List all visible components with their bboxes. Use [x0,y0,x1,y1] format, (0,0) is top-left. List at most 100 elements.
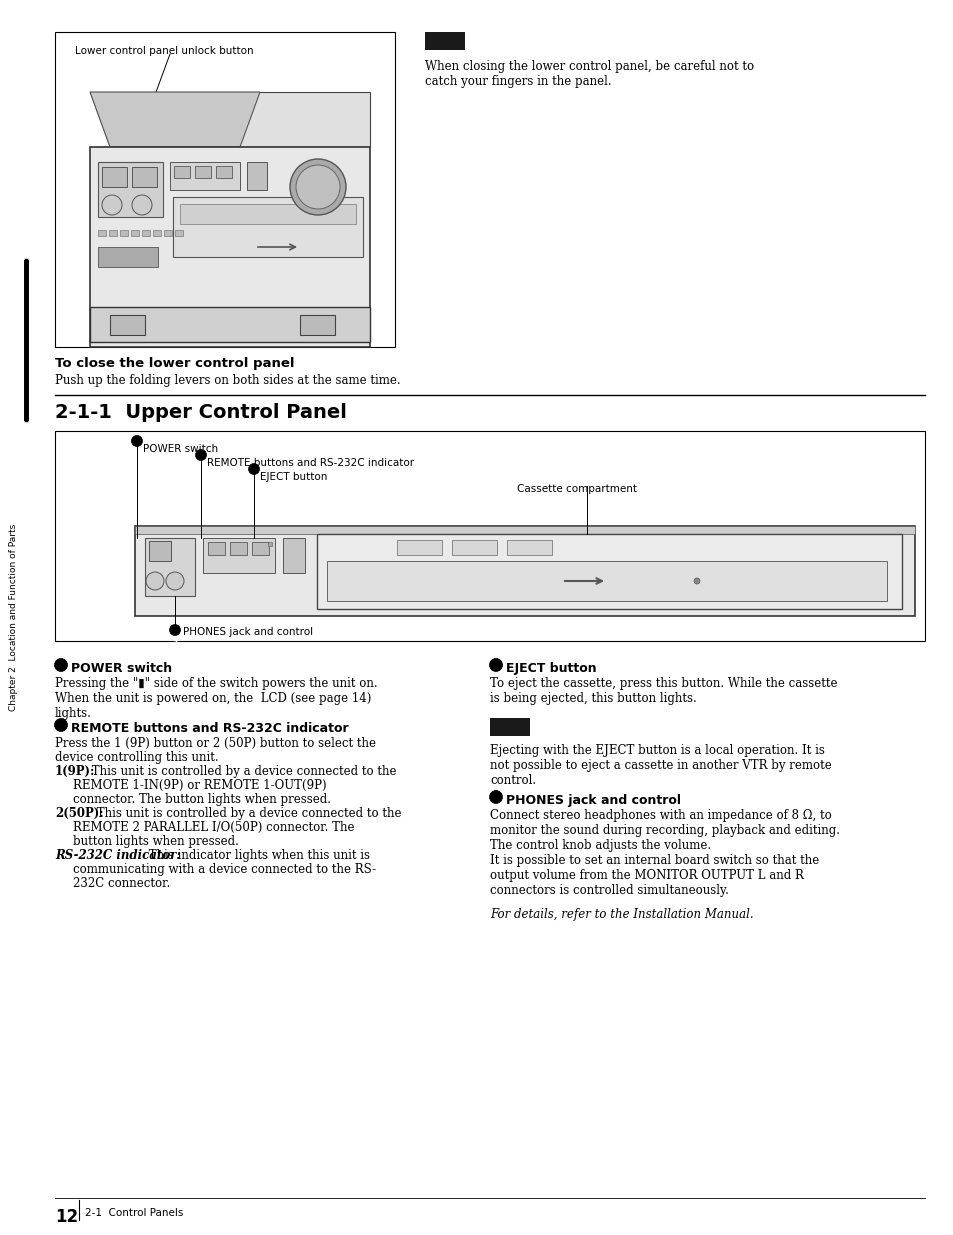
Bar [194,165,211,178]
Text: 2-1  Control Panels: 2-1 Control Panels [85,1208,183,1218]
Bar [90,147,370,347]
Text: REMOTE 2 PARALLEL I/O(50P) connector. The: REMOTE 2 PARALLEL I/O(50P) connector. Th… [73,821,355,834]
Text: This indicator lights when this unit is: This indicator lights when this unit is [145,848,370,862]
Text: REMOTE buttons and RS-232C indicator: REMOTE buttons and RS-232C indicator [71,722,348,735]
Bar [110,315,145,335]
Text: 2: 2 [198,450,203,459]
Text: button lights when pressed.: button lights when pressed. [73,835,238,848]
Bar [0,0,30,1235]
Bar [120,230,128,236]
Bar [55,32,395,347]
Bar [268,542,272,546]
Polygon shape [90,91,260,147]
Bar [135,526,914,616]
Text: For details, refer to the Installation Manual.: For details, refer to the Installation M… [490,908,753,921]
Text: Pressing the "▮" side of the switch powers the unit on.
When the unit is powered: Pressing the "▮" side of the switch powe… [55,677,377,720]
Text: Cassette compartment: Cassette compartment [517,484,637,494]
Circle shape [166,572,184,590]
Bar [506,540,552,555]
Text: POWER switch: POWER switch [143,445,218,454]
Text: Ejecting with the EJECT button is a local operation. It is
not possible to eject: Ejecting with the EJECT button is a loca… [490,743,831,787]
Text: To close the lower control panel: To close the lower control panel [55,357,294,370]
Circle shape [146,572,164,590]
Bar [299,315,335,335]
Bar [109,230,117,236]
Text: 3: 3 [251,464,256,473]
Text: Note: Note [494,721,523,731]
Bar [452,540,497,555]
Text: 2(50P):: 2(50P): [55,806,104,820]
Text: Connect stereo headphones with an impedance of 8 Ω, to
monitor the sound during : Connect stereo headphones with an impeda… [490,809,840,897]
Bar [135,526,914,534]
Bar [180,204,355,224]
Text: This unit is controlled by a device connected to the: This unit is controlled by a device conn… [88,764,396,778]
Bar [215,165,232,178]
Bar [490,718,530,736]
Text: 1: 1 [134,436,139,445]
Text: PHONES jack and control: PHONES jack and control [505,794,680,806]
Circle shape [54,719,68,731]
Circle shape [102,195,122,215]
Bar [252,542,269,555]
Text: EJECT button: EJECT button [260,472,327,482]
Bar [247,162,267,190]
Text: 1: 1 [58,671,64,679]
Bar [98,162,163,217]
Text: Note: Note [429,35,458,44]
Circle shape [295,165,339,209]
Polygon shape [90,91,370,147]
Text: 4: 4 [493,802,498,811]
Text: PHONES jack and control: PHONES jack and control [183,627,313,637]
Text: 2-1-1  Upper Control Panel: 2-1-1 Upper Control Panel [55,403,347,422]
Bar [98,230,106,236]
Bar [172,198,363,257]
Bar [173,165,190,178]
Bar [396,540,441,555]
Bar [164,230,172,236]
Bar [208,542,225,555]
Bar [316,534,901,609]
Bar [152,230,161,236]
Circle shape [489,790,502,804]
Bar [170,162,240,190]
Bar [142,230,150,236]
Bar [90,308,370,342]
Text: Press the 1 (9P) button or 2 (50P) button to select the: Press the 1 (9P) button or 2 (50P) butto… [55,737,375,750]
Circle shape [132,436,142,447]
Circle shape [132,195,152,215]
Text: Chapter 2  Location and Function of Parts: Chapter 2 Location and Function of Parts [10,524,18,710]
Text: POWER switch: POWER switch [71,662,172,676]
Bar [424,32,464,49]
Text: device controlling this unit.: device controlling this unit. [55,751,218,764]
Bar [230,542,247,555]
Bar [327,561,886,601]
Bar [145,538,194,597]
Text: Push up the folding levers on both sides at the same time.: Push up the folding levers on both sides… [55,374,400,387]
Bar [98,247,158,267]
Text: 4: 4 [172,635,177,643]
Text: 12: 12 [55,1208,78,1226]
Text: When closing the lower control panel, be careful not to
catch your fingers in th: When closing the lower control panel, be… [424,61,753,88]
Circle shape [248,463,259,474]
Bar [203,538,274,573]
Bar [55,431,924,641]
Circle shape [693,578,700,584]
Circle shape [54,658,68,672]
Text: To eject the cassette, press this button. While the cassette
is being ejected, t: To eject the cassette, press this button… [490,677,837,705]
Text: REMOTE buttons and RS-232C indicator: REMOTE buttons and RS-232C indicator [207,458,414,468]
Text: connector. The button lights when pressed.: connector. The button lights when presse… [73,793,331,806]
Bar [283,538,305,573]
Text: RS-232C indicator:: RS-232C indicator: [55,848,180,862]
Circle shape [170,625,180,636]
Text: EJECT button: EJECT button [505,662,596,676]
Text: This unit is controlled by a device connected to the: This unit is controlled by a device conn… [92,806,401,820]
Text: Lower control panel unlock button: Lower control panel unlock button [75,46,253,56]
Bar [149,541,171,561]
Bar [131,230,139,236]
Text: 2: 2 [58,730,64,739]
Bar [174,230,183,236]
Bar [132,167,157,186]
Bar [102,167,127,186]
Circle shape [290,159,346,215]
Text: REMOTE 1-IN(9P) or REMOTE 1-OUT(9P): REMOTE 1-IN(9P) or REMOTE 1-OUT(9P) [73,779,326,792]
